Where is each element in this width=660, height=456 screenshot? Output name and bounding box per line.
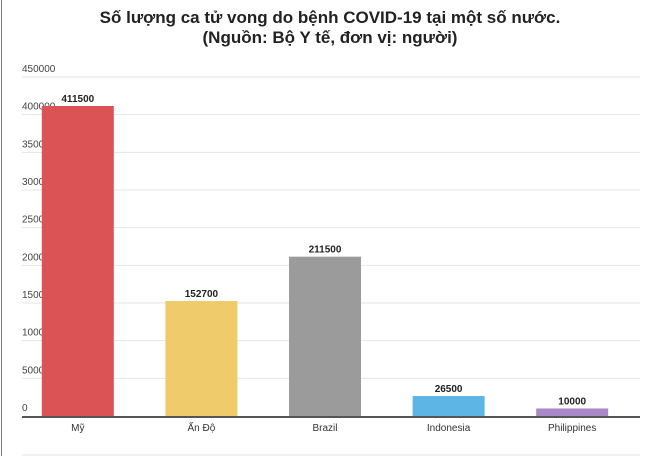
x-tick-label: Mỹ (71, 423, 84, 434)
y-tick-label: 400000 (22, 102, 56, 113)
x-tick-label: Ấn Độ (188, 421, 216, 434)
bar (41, 106, 114, 417)
y-tick-label: 50000 (22, 365, 50, 376)
y-tick-label: 350000 (22, 139, 56, 150)
data-label: 10000 (558, 396, 586, 407)
data-label: 152700 (185, 289, 219, 300)
y-tick-label: 200000 (22, 252, 56, 263)
left-border (1, 0, 2, 456)
data-label: 411500 (61, 94, 94, 105)
bar (165, 300, 238, 416)
x-tick-label: Indonesia (427, 423, 471, 434)
y-tick-label: 100000 (22, 328, 56, 339)
y-tick-label: 150000 (22, 290, 56, 301)
chart-title: Số lượng ca tử vong do bệnh COVID-19 tại… (99, 8, 561, 27)
chart-subtitle: (Nguồn: Bộ Y tế, đơn vị: người) (202, 28, 458, 47)
x-tick-label: Brazil (312, 423, 337, 434)
bar (536, 408, 609, 416)
y-tick-label: 0 (22, 403, 28, 414)
y-tick-label: 450000 (22, 64, 56, 75)
data-label: 26500 (435, 384, 463, 395)
x-tick-label: Philippines (548, 423, 596, 434)
bar (412, 396, 485, 416)
y-tick-label: 300000 (22, 177, 56, 188)
bar (289, 256, 361, 416)
y-tick-label: 250000 (22, 215, 56, 226)
data-label: 211500 (309, 245, 342, 256)
